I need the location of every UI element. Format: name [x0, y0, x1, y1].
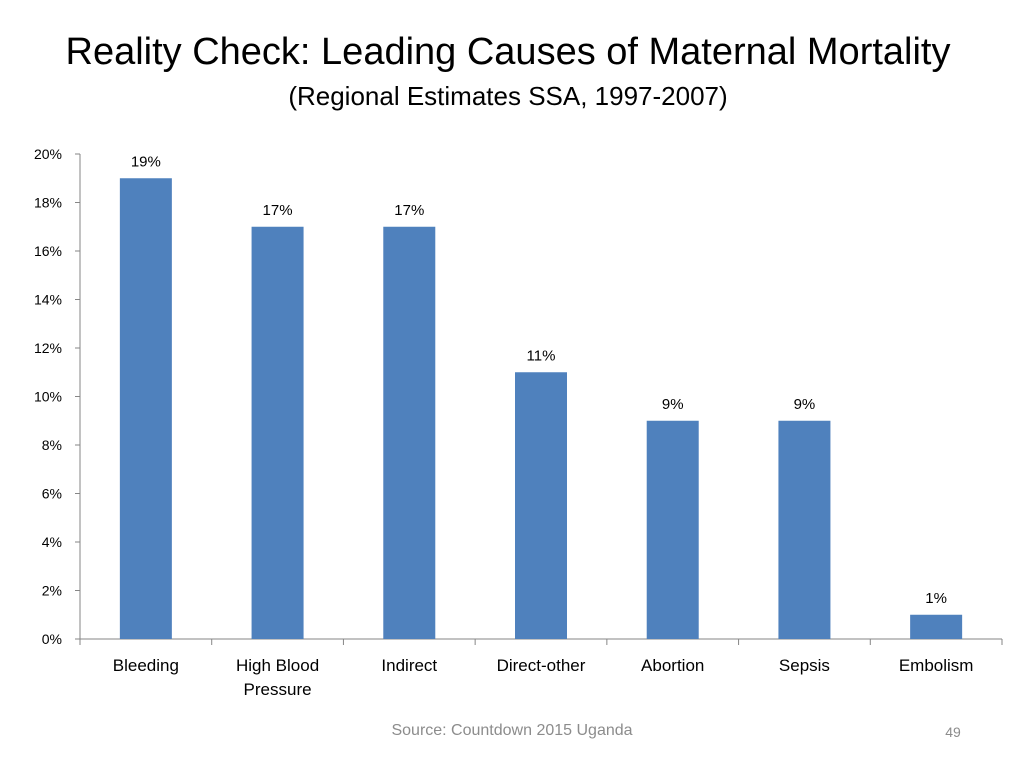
page-number: 49	[945, 724, 961, 740]
y-tick-label: 18%	[34, 195, 62, 211]
data-label: 19%	[131, 153, 161, 170]
category-label: Sepsis	[779, 656, 830, 675]
category-labels: Bleeding High Blood Pressure Indirect Direct…	[113, 656, 974, 699]
data-label: 9%	[662, 396, 684, 413]
y-tick-label: 2%	[42, 583, 62, 599]
y-tick-label: 12%	[34, 340, 62, 356]
y-tick-label: 16%	[34, 243, 62, 259]
y-tick-label: 4%	[42, 534, 62, 550]
data-labels: 19% 17% 17% 11% 9% 9% 1%	[131, 153, 947, 607]
y-tick-label: 14%	[34, 292, 62, 308]
y-tick-label: 10%	[34, 389, 62, 405]
bar	[515, 372, 567, 639]
data-label: 1%	[925, 590, 947, 607]
category-label: Direct-other	[497, 656, 586, 675]
y-tick-label: 20%	[34, 146, 62, 162]
data-label: 9%	[794, 396, 816, 413]
category-label: Embolism	[899, 656, 974, 675]
bar	[646, 420, 699, 639]
y-tick-label: 6%	[42, 486, 62, 502]
data-label: 11%	[527, 347, 556, 364]
slide-title: Reality Check: Leading Causes of Materna…	[65, 31, 951, 73]
y-axis: 0% 2% 4% 6% 8% 10% 12% 14% 16% 18% 20%	[34, 146, 81, 647]
source-note: Source: Countdown 2015 Uganda	[391, 722, 633, 739]
slide-subtitle: (Regional Estimates SSA, 1997-2007)	[288, 81, 728, 111]
bar	[251, 226, 304, 639]
category-label: High Blood Pressure	[236, 656, 319, 699]
y-tick-label: 8%	[42, 437, 62, 453]
category-label: Indirect	[381, 656, 437, 675]
bar-series	[119, 178, 963, 639]
bar	[119, 178, 172, 639]
data-label: 17%	[394, 202, 424, 219]
y-tick-label: 0%	[42, 631, 62, 647]
bar	[778, 420, 831, 639]
category-label: Abortion	[641, 656, 704, 675]
x-axis	[79, 638, 1003, 645]
category-label: Bleeding	[113, 656, 179, 675]
bar	[910, 614, 963, 639]
data-label: 17%	[263, 202, 293, 219]
bar	[383, 226, 436, 639]
